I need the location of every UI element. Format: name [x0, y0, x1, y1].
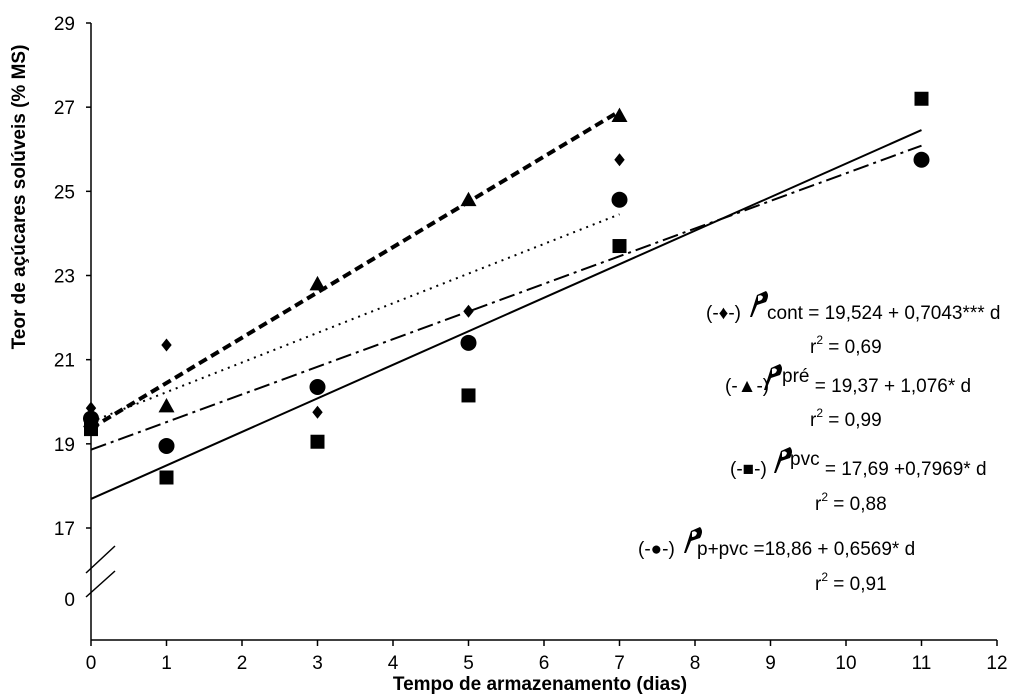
triangle-marker: [309, 275, 326, 291]
x-axis-title: Tempo de armazenamento (dias): [393, 674, 687, 695]
circle-marker: [83, 410, 99, 427]
r-squared-exponent: 2: [816, 333, 823, 347]
x-tick-label: 4: [388, 653, 399, 674]
circle-marker: [460, 334, 477, 351]
circle-marker: [309, 379, 326, 396]
square-marker: [461, 388, 476, 403]
diamond-marker: [161, 338, 172, 352]
diamond-marker: [312, 405, 323, 419]
x-tick-label: 6: [539, 653, 550, 674]
equation-subscript: pvc: [790, 449, 820, 470]
circle-marker: [158, 437, 175, 454]
r-squared-value: = 0,88: [828, 494, 887, 515]
x-tick-label: 10: [835, 653, 856, 674]
equation-body: = 17,69 +0,7969* d: [820, 459, 987, 480]
circle-marker: [611, 191, 628, 208]
equation-subscript: cont: [767, 303, 804, 324]
square-marker: [914, 91, 929, 106]
y-tick-label: 23: [54, 267, 75, 288]
r-squared-value: = 0,99: [823, 410, 882, 431]
x-tick-label: 11: [912, 653, 932, 674]
square-marker: [310, 434, 325, 449]
yield-symbol-icon: [750, 291, 768, 317]
r-squared: r2 = 0,69: [810, 333, 882, 358]
r-squared-exponent: 2: [816, 406, 823, 420]
regression-equation-diamond: (-♦-) cont = 19,524 + 0,7043*** d r2 = 0,6…: [706, 291, 1000, 358]
equation-formula: pvc = 17,69 +0,7969* d: [790, 449, 987, 480]
yield-symbol-icon: [684, 527, 702, 553]
r-squared-value: = 0,91: [828, 574, 887, 595]
r-squared-exponent: 2: [821, 490, 828, 504]
diamond-marker: [463, 304, 474, 318]
regression-equations: (-♦-) cont = 19,524 + 0,7043*** dr2 = 0,6…: [638, 291, 1000, 595]
equation-prefix: (-▲-): [725, 376, 769, 397]
equation-prefix: (-♦-): [706, 303, 741, 324]
x-tick-label: 7: [614, 653, 625, 674]
regression-equation-triangle: (-▲-) pré = 19,37 + 1,076* d r2 = 0,99: [725, 364, 971, 431]
r-squared-exponent: 2: [821, 570, 828, 584]
circle-fit-line: [90, 144, 922, 451]
equation-prefix: (-●-): [638, 539, 675, 560]
axis-break-mark-lower: [85, 570, 116, 598]
x-tick-label: 9: [765, 653, 776, 674]
equation-body: =18,86 + 0,6569* d: [748, 539, 915, 560]
regression-equation-circle: (-●-) p+pvc =18,86 + 0,6569* d r2 = 0,91: [638, 527, 915, 595]
equation-subscript: p+pvc: [697, 539, 748, 560]
y-tick-label: 21: [54, 351, 75, 372]
r-squared: r2 = 0,88: [815, 490, 887, 515]
equation-body: = 19,37 + 1,076* d: [809, 376, 971, 397]
r-squared-label: r: [810, 410, 817, 431]
x-tick-label: 12: [986, 653, 1007, 674]
r-squared-label: r: [810, 337, 817, 358]
y-tick-label: 25: [54, 182, 75, 203]
square-fit-line: [90, 129, 922, 500]
square-marker: [612, 239, 627, 254]
x-ticks: 0 1 2 3 4 5 6 7 8 9 10 11 12: [86, 640, 1008, 674]
r-squared-value: = 0,69: [823, 337, 882, 358]
yield-symbol-icon: [764, 364, 782, 390]
equation-prefix: (-■-): [730, 459, 767, 480]
fit-lines: [89, 109, 922, 500]
y-break-label: 0: [64, 590, 75, 611]
axis-break: [85, 545, 116, 598]
y-ticks: 17 19 21 23 25 27 29: [54, 14, 91, 540]
equation-formula: pré = 19,37 + 1,076* d: [782, 366, 971, 397]
r-squared-label: r: [815, 574, 822, 595]
y-tick-label: 19: [54, 435, 75, 456]
equation-subscript: pré: [782, 366, 809, 387]
equation-formula: p+pvc =18,86 + 0,6569* d: [697, 539, 915, 560]
x-tick-label: 3: [312, 653, 323, 674]
yield-symbol-icon: [774, 447, 792, 473]
diamond-fit-line: [90, 213, 620, 423]
x-tick-label: 8: [690, 653, 701, 674]
x-tick-label: 2: [237, 653, 248, 674]
x-tick-label: 5: [463, 653, 474, 674]
data-markers: [83, 91, 930, 485]
triangle-marker: [460, 191, 477, 207]
x-tick-label: 1: [161, 653, 172, 674]
diamond-marker: [614, 153, 625, 167]
equation-body: = 19,524 + 0,7043*** d: [803, 303, 1001, 324]
circle-marker: [913, 151, 930, 168]
x-tick-label: 0: [86, 653, 97, 674]
r-squared: r2 = 0,91: [815, 570, 887, 595]
triangle-marker: [158, 397, 175, 413]
r-squared-label: r: [815, 494, 822, 515]
equation-formula: cont = 19,524 + 0,7043*** d: [767, 303, 1000, 324]
y-tick-label: 29: [54, 14, 75, 35]
axis-break-mark-upper: [85, 545, 116, 574]
regression-equation-square: (-■-) pvc = 17,69 +0,7969* d r2 = 0,88: [730, 447, 987, 515]
r-squared: r2 = 0,99: [810, 406, 882, 431]
y-tick-label: 27: [54, 98, 75, 119]
triangle-marker: [611, 107, 628, 122]
triangle-fit-line: [89, 109, 621, 430]
y-tick-label: 17: [54, 519, 75, 540]
y-axis-title: Teor de açúcares solúveis (% MS): [9, 45, 30, 350]
square-marker: [159, 470, 174, 485]
